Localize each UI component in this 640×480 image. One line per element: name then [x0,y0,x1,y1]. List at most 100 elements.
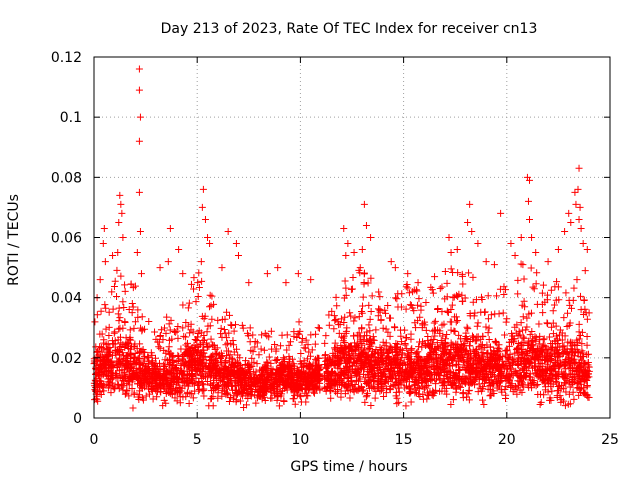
data-point [580,352,588,360]
data-point [395,398,403,406]
data-point [561,402,569,410]
data-point [549,307,557,315]
data-point [157,374,165,382]
data-point [447,326,455,334]
data-point [333,302,341,310]
data-point [543,377,551,385]
data-point [457,383,465,391]
data-point [160,396,168,404]
data-point [478,385,486,393]
data-point [271,356,279,364]
data-point [459,280,467,288]
data-point [256,366,264,374]
data-point [265,353,273,361]
data-point [441,267,449,275]
data-point [198,387,206,395]
data-point [372,346,380,354]
data-point [528,234,536,241]
data-point [113,371,121,379]
data-point [224,227,232,235]
data-point [359,293,367,301]
data-point [450,327,458,335]
data-point [566,319,574,327]
data-point [260,387,268,395]
data-point [135,137,143,145]
data-point [131,359,139,367]
data-point [287,382,295,390]
data-point [514,276,522,284]
data-point [245,362,253,370]
data-point [434,305,442,313]
data-point [493,361,501,369]
data-point [170,327,178,335]
data-point [478,296,486,304]
data-point [534,366,542,374]
data-point [195,283,203,291]
data-point [477,342,485,350]
data-point [238,366,246,374]
data-point [180,360,188,368]
data-point [226,351,234,359]
data-point [356,385,364,393]
data-point [527,264,535,272]
data-point [548,355,556,363]
data-point [440,320,448,328]
data-point [443,279,451,287]
data-point [575,164,583,172]
data-point [173,397,181,405]
data-point [168,390,176,398]
data-point [137,324,145,332]
data-point [206,240,214,248]
data-point [407,398,415,406]
data-point [207,364,215,372]
data-point [561,227,569,235]
y-axis-label: ROTI / TECUs [6,194,22,286]
data-point [577,292,585,300]
data-point [414,348,422,356]
data-point [396,364,404,372]
data-point [413,287,421,295]
data-point [486,385,494,393]
data-point [229,395,237,403]
data-point [462,329,470,337]
data-point [517,260,525,268]
data-point [557,385,565,393]
data-point [382,339,390,347]
data-point [364,279,372,287]
data-point [479,349,487,357]
data-point [551,362,559,370]
data-point [567,370,575,378]
data-point [360,200,368,208]
data-point [573,336,581,344]
data-point [523,314,531,322]
data-point [415,295,423,303]
data-point [156,332,164,340]
data-point [457,349,465,357]
data-point [387,374,395,382]
data-point [404,284,412,292]
data-point [455,374,463,382]
data-point [573,276,581,284]
data-point [267,327,275,335]
data-point [128,309,136,317]
data-point [409,288,417,296]
y-tick-label: 0.04 [51,291,82,307]
data-point [491,355,499,363]
data-point [365,321,373,329]
data-point [441,295,449,303]
data-point [535,363,543,371]
data-point [469,370,477,378]
data-point [274,366,282,374]
data-point [520,297,528,305]
data-point [114,380,122,388]
data-point [578,340,586,348]
data-point [410,382,418,390]
data-point [403,374,411,382]
data-point [450,369,458,377]
data-point [231,378,239,386]
data-point [227,321,235,329]
data-point [283,346,291,354]
data-point [174,351,182,359]
data-point [429,289,437,297]
data-point [235,367,243,375]
